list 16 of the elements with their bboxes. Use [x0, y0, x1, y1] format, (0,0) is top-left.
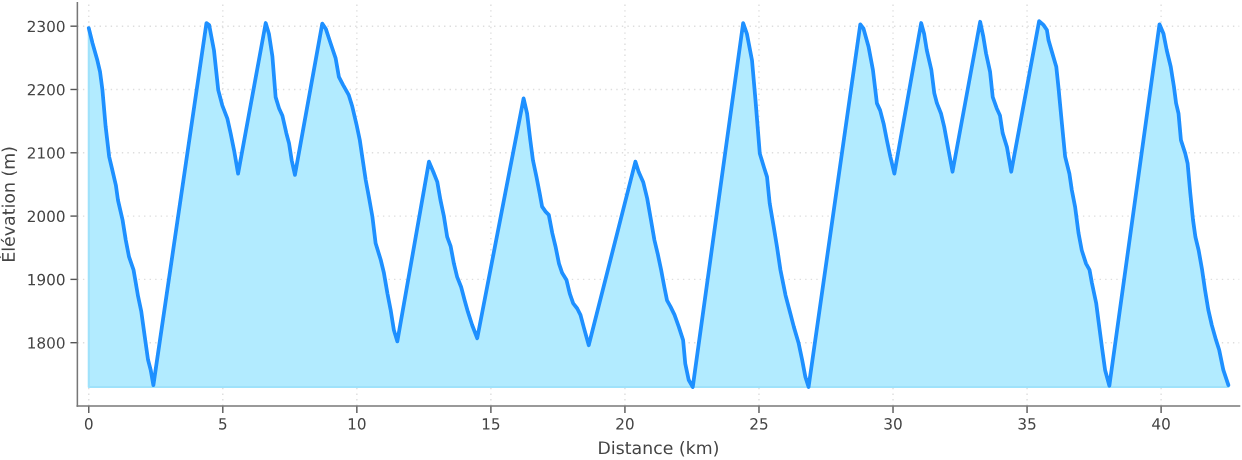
x-tick-label: 25: [750, 418, 768, 430]
x-tick-label: 30: [884, 418, 902, 430]
x-tick-label: 35: [1018, 418, 1036, 430]
y-tick-label: 1800: [28, 337, 65, 349]
x-axis-title: Distance (km): [599, 440, 718, 457]
y-tick-label: 2200: [27, 83, 65, 96]
y-tick-label: 1900: [28, 273, 65, 286]
x-tick-label: 0: [84, 418, 93, 430]
x-tick-label: 5: [219, 418, 227, 430]
y-tick-label: 2100: [27, 147, 65, 159]
x-tick-label: 15: [482, 418, 500, 430]
x-tick-label: 40: [1152, 418, 1170, 430]
x-tick-label: 10: [348, 418, 366, 430]
y-tick-label: 2300: [27, 20, 65, 33]
y-tick-label: 2000: [27, 210, 65, 223]
x-tick-label: 20: [616, 418, 634, 430]
